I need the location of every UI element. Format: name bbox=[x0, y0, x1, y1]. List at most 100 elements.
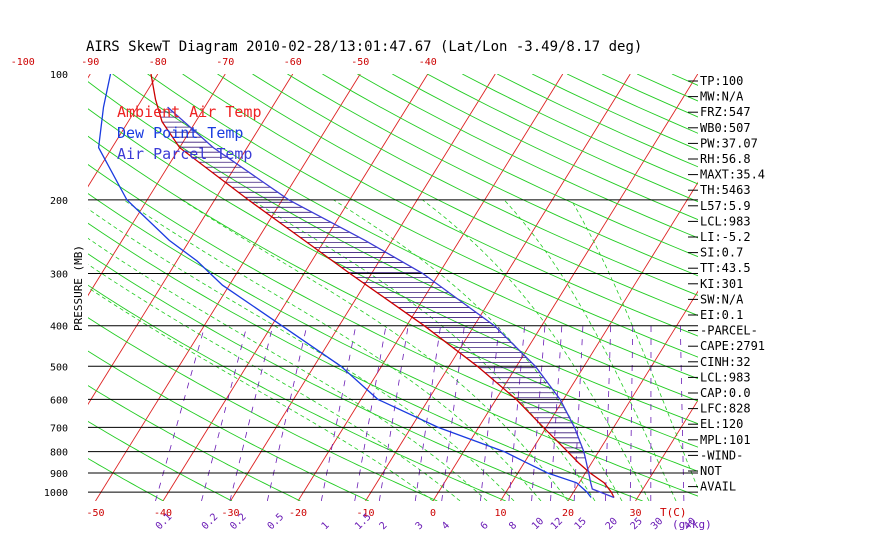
dry-adiabat-line bbox=[88, 284, 506, 501]
top-temp-tick-label: -60 bbox=[284, 57, 302, 68]
moist-adiabat-line bbox=[88, 263, 461, 501]
dry-adiabat-line bbox=[88, 164, 698, 472]
index-entry: KI:301 bbox=[700, 277, 743, 291]
mixing-ratio-label: 4 bbox=[440, 520, 452, 532]
bottom-temp-tick-label: -50 bbox=[86, 508, 104, 519]
mixing-ratio-line bbox=[531, 325, 546, 501]
bottom-temp-tick-label: -20 bbox=[289, 508, 307, 519]
legend-ambient-air-temp: Ambient Air Temp bbox=[117, 103, 262, 121]
index-entry: PW:37.07 bbox=[700, 136, 758, 150]
mixing-ratio-label: 15 bbox=[573, 516, 589, 532]
isotherm-line bbox=[162, 74, 429, 501]
index-entry: FRZ:547 bbox=[700, 105, 751, 119]
bottom-temp-tick-label: 0 bbox=[430, 508, 436, 519]
y-axis-label: PRESSURE (MB) bbox=[72, 245, 85, 331]
mixing-ratio-unit-label: (g/kg) bbox=[672, 518, 712, 531]
isobar-gridlines bbox=[88, 199, 698, 493]
isotherm-line bbox=[567, 290, 698, 501]
mixing-ratio-line bbox=[629, 325, 634, 501]
index-entry: CAP:0.0 bbox=[700, 386, 751, 400]
moist-adiabat-line bbox=[503, 199, 677, 501]
dry-adiabat-line bbox=[88, 135, 698, 448]
bottom-temp-tick-label: -10 bbox=[356, 508, 374, 519]
chart-title: AIRS SkewT Diagram 2010-02-28/13:01:47.6… bbox=[86, 39, 642, 55]
index-entry: CINH:32 bbox=[700, 355, 751, 369]
pressure-tick-label: 100 bbox=[50, 70, 68, 81]
bottom-temp-tick-label: 10 bbox=[494, 508, 506, 519]
top-temp-tick-label: -40 bbox=[419, 57, 437, 68]
isotherm-line bbox=[230, 74, 496, 501]
mixing-ratio-line bbox=[414, 325, 441, 501]
dry-adiabat-line bbox=[88, 350, 370, 501]
dew-point-temp-line bbox=[97, 74, 592, 498]
dry-adiabat-line bbox=[88, 385, 301, 501]
dry-adiabat-line bbox=[88, 317, 438, 501]
index-entry: MPL:101 bbox=[700, 433, 751, 447]
mixing-ratio-line bbox=[155, 325, 206, 501]
dry-adiabat-line bbox=[427, 74, 698, 203]
dry-adiabat-line bbox=[112, 74, 698, 380]
dry-adiabat-line bbox=[88, 193, 698, 497]
mixing-ratio-label: 6 bbox=[479, 520, 491, 532]
pressure-tick-labels: 100 200 300 400 500 600 700 800 900 1000 bbox=[44, 70, 68, 499]
moist-adiabat-line bbox=[88, 208, 515, 501]
top-temp-tick-label: -70 bbox=[216, 57, 234, 68]
bottom-temp-tick-label: 20 bbox=[562, 508, 574, 519]
mixing-ratio-label: 20 bbox=[604, 516, 620, 532]
moist-adiabat-line bbox=[422, 199, 650, 501]
moist-adiabat-line bbox=[88, 237, 488, 501]
isotherm-line bbox=[88, 74, 159, 188]
mixing-ratio-line bbox=[604, 325, 612, 501]
index-entry: CAPE:2791 bbox=[700, 339, 765, 353]
index-entry: LCL:983 bbox=[700, 370, 751, 384]
background-lines bbox=[88, 74, 870, 501]
dry-adiabat-line bbox=[322, 74, 698, 258]
mixing-ratio-label: 8 bbox=[507, 520, 519, 532]
cape-hatch bbox=[159, 111, 586, 459]
index-entry: EI:0.1 bbox=[700, 308, 743, 322]
index-entry: NOT bbox=[700, 464, 722, 478]
mixing-ratio-line bbox=[550, 325, 563, 501]
mixing-ratio-line bbox=[354, 325, 387, 501]
dry-adiabat-line bbox=[287, 74, 698, 277]
dry-adiabat-line bbox=[88, 222, 643, 501]
dry-adiabat-line bbox=[182, 74, 698, 337]
mixing-ratio-line bbox=[201, 325, 248, 501]
pressure-tick-label: 300 bbox=[50, 270, 68, 281]
index-entry: TP:100 bbox=[700, 74, 743, 88]
index-entry: MAXT:35.4 bbox=[700, 168, 765, 182]
mixing-ratio-line bbox=[573, 325, 584, 501]
isotherm-line bbox=[88, 74, 294, 406]
pressure-tick-label: 700 bbox=[50, 423, 68, 434]
index-entry: LI:-5.2 bbox=[700, 230, 751, 244]
index-entry: L57:5.9 bbox=[700, 199, 751, 213]
mixing-ratio-label: 1 bbox=[320, 520, 332, 532]
bottom-temp-tick-label: 30 bbox=[629, 508, 641, 519]
moist-adiabat-line bbox=[181, 199, 569, 501]
index-entry: SW:N/A bbox=[700, 292, 744, 306]
dry-adiabat-line bbox=[217, 74, 698, 316]
index-entry: -WIND- bbox=[700, 448, 743, 462]
dry-adiabat-line bbox=[88, 81, 698, 402]
mixing-ratio-line bbox=[508, 325, 526, 501]
mixing-ratio-line bbox=[679, 325, 685, 501]
index-entry: LFC:828 bbox=[700, 402, 751, 416]
mixing-ratio-line bbox=[480, 325, 500, 501]
dry-adiabat-line bbox=[147, 74, 698, 358]
isotherm-line bbox=[432, 74, 698, 501]
dry-adiabat-line bbox=[742, 74, 870, 501]
isotherm-line bbox=[95, 74, 361, 501]
mixing-ratio-line bbox=[441, 325, 465, 501]
moist-adiabat-line bbox=[570, 199, 698, 490]
top-temp-tick-label: -90 bbox=[81, 57, 99, 68]
index-entry: RH:56.8 bbox=[700, 152, 751, 166]
legend-dew-point-temp: Dew Point Temp bbox=[117, 124, 243, 142]
index-entry: TT:43.5 bbox=[700, 261, 751, 275]
pressure-tick-label: 1000 bbox=[44, 488, 68, 499]
isotherm-line bbox=[771, 74, 870, 501]
dry-adiabat-line bbox=[252, 74, 698, 296]
legend: Ambient Air Temp Dew Point Temp Air Parc… bbox=[117, 103, 262, 163]
index-entry: TH:5463 bbox=[700, 183, 751, 197]
mixing-ratio-label: 0.2 bbox=[200, 512, 221, 533]
dry-adiabat-line bbox=[88, 457, 164, 501]
